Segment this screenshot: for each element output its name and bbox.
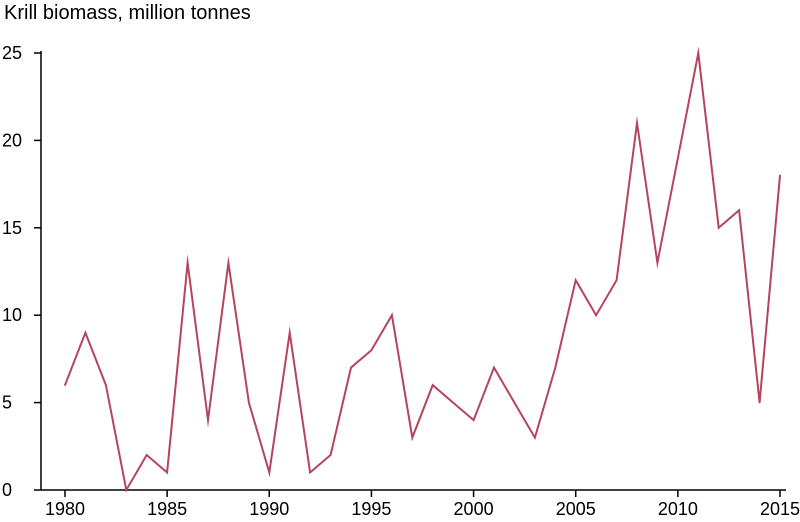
data-point — [207, 419, 209, 421]
x-tick-label: 1985 — [147, 499, 187, 519]
data-point — [472, 419, 475, 421]
data-point — [738, 209, 740, 212]
series-line — [64, 46, 781, 493]
data-point — [411, 436, 414, 439]
data-point — [636, 122, 638, 124]
data-point — [554, 366, 557, 369]
y-tick-label: 15 — [2, 218, 22, 238]
ticks: 0 5 10 15 20 25 1980 1985 1990 1995 2000 2005 2010 20… — [2, 43, 800, 519]
data-point — [534, 436, 536, 439]
data-point — [370, 349, 373, 351]
y-tick-label: 10 — [2, 305, 22, 325]
data-point — [656, 261, 659, 264]
data-point — [452, 401, 454, 404]
data-point — [350, 366, 352, 369]
data-point — [64, 384, 66, 386]
data-point — [779, 174, 781, 177]
data-point — [513, 401, 516, 404]
y-tick-label: 5 — [2, 393, 12, 413]
data-point — [84, 331, 87, 334]
data-point — [288, 331, 291, 334]
x-tick-label: 2005 — [556, 499, 596, 519]
data-point — [248, 401, 250, 404]
data-point — [105, 384, 107, 386]
data-point — [431, 384, 434, 386]
x-tick-label: 1990 — [249, 499, 289, 519]
chart-title: Krill biomass, million tonnes — [4, 2, 251, 24]
data-point — [227, 261, 230, 264]
data-point — [268, 471, 271, 474]
data-point — [677, 157, 679, 159]
y-tick-label: 20 — [2, 130, 22, 150]
x-tick-label: 2010 — [658, 499, 698, 519]
data-point — [186, 261, 189, 264]
data-point — [145, 454, 148, 456]
y-tick-label: 0 — [2, 480, 12, 500]
x-tick-label: 2015 — [760, 499, 800, 519]
data-point — [574, 279, 577, 282]
data-point — [125, 489, 128, 491]
x-tick-label: 1980 — [45, 499, 85, 519]
data-point — [758, 401, 761, 404]
data-point — [697, 52, 700, 54]
data-point — [166, 471, 168, 474]
y-tick-label: 25 — [2, 43, 22, 63]
data-point — [717, 227, 720, 229]
data-point — [595, 314, 597, 317]
x-tick-label: 2000 — [454, 499, 494, 519]
data-point — [615, 279, 618, 282]
series — [64, 46, 781, 493]
axes — [40, 51, 786, 491]
data-point — [391, 314, 393, 317]
x-tick-label: 1995 — [351, 499, 391, 519]
data-point — [329, 454, 332, 456]
data-point — [309, 471, 311, 474]
data-point — [493, 366, 495, 369]
